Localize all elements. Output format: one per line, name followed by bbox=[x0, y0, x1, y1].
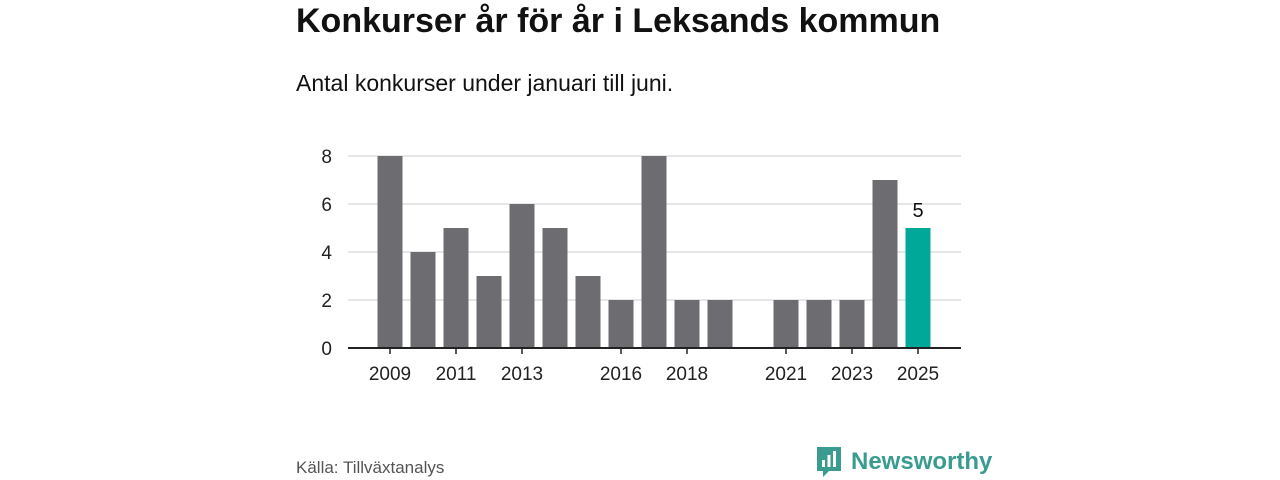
bar bbox=[443, 228, 469, 348]
bar bbox=[674, 300, 700, 348]
y-tick-label: 8 bbox=[321, 147, 332, 168]
x-tick-label: 2013 bbox=[501, 364, 543, 385]
bar bbox=[641, 156, 667, 348]
x-tick-label: 2009 bbox=[369, 364, 411, 385]
y-tick-label: 2 bbox=[321, 291, 332, 312]
chart-subtitle: Antal konkurser under januari till juni. bbox=[296, 70, 674, 96]
y-tick-label: 0 bbox=[321, 339, 332, 360]
bar bbox=[542, 228, 568, 348]
brand-logo: Newsworthy bbox=[815, 445, 992, 479]
bar bbox=[575, 276, 601, 348]
bar bbox=[707, 300, 733, 348]
bar bbox=[509, 204, 535, 348]
bar bbox=[377, 156, 403, 348]
bar-highlight bbox=[905, 228, 931, 348]
y-tick-label: 4 bbox=[321, 243, 332, 264]
bar bbox=[476, 276, 502, 348]
x-tick-label: 2025 bbox=[897, 364, 939, 385]
bar-chart: 0 2 4 6 8 5 2009 2011 2013 2016 2018 2021 2023 2025 bbox=[321, 147, 961, 385]
x-tick-label: 2018 bbox=[666, 364, 708, 385]
x-tick-label: 2016 bbox=[600, 364, 642, 385]
bar bbox=[872, 180, 898, 348]
x-tick-label: 2011 bbox=[436, 364, 477, 385]
source-note: Källa: Tillväxtanalys bbox=[296, 458, 445, 477]
brand-name: Newsworthy bbox=[851, 448, 993, 475]
x-tick-label: 2023 bbox=[831, 364, 873, 385]
bar bbox=[410, 252, 436, 348]
x-tick-label: 2021 bbox=[765, 364, 807, 385]
data-label: 5 bbox=[912, 200, 923, 222]
chart-title: Konkurser år för år i Leksands kommun bbox=[296, 2, 941, 40]
bar bbox=[608, 300, 634, 348]
newsworthy-logo-icon bbox=[817, 447, 841, 477]
bar bbox=[806, 300, 832, 348]
y-tick-label: 6 bbox=[321, 195, 332, 216]
bar bbox=[773, 300, 799, 348]
bar bbox=[839, 300, 865, 348]
